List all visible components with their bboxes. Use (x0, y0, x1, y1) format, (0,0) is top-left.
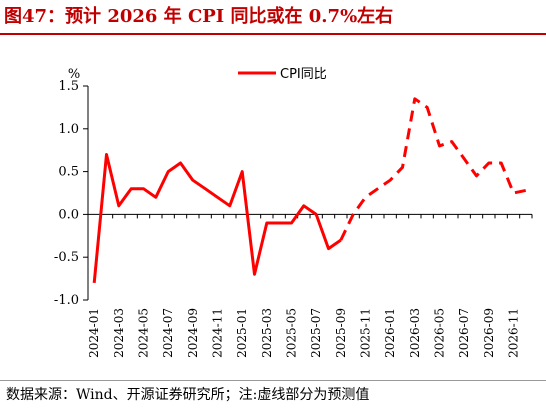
y-axis-unit: % (68, 67, 80, 82)
legend: CPI同比 (238, 67, 327, 82)
x-tick-label: 2025-05 (285, 308, 299, 358)
x-tick-label: 2026-03 (408, 308, 422, 358)
series-line-cpi (92, 153, 342, 284)
x-tick-label: 2026-01 (383, 308, 397, 358)
footer-divider (0, 380, 546, 381)
x-tick-label: 2026-11 (507, 308, 521, 358)
y-tick-label: 0.0 (58, 207, 79, 222)
x-tick-label: 2024-11 (211, 308, 225, 358)
chart-title: 图47：预计 2026 年 CPI 同比或在 0.7%左右 (4, 6, 394, 27)
x-tick-label: 2026-05 (433, 308, 447, 358)
x-tick-label: 2024-01 (87, 308, 101, 358)
y-tick-label: -1.0 (54, 293, 79, 308)
axes: -1.0 -0.5 0.0 0.5 1.0 1.5% 2024-01 2024-03 2024-… (54, 67, 533, 358)
x-tick-label: 2024-03 (112, 308, 126, 358)
series-line-forecast (339, 97, 527, 241)
y-tick-label: -0.5 (54, 250, 79, 265)
cpi-line-chart: -1.0 -0.5 0.0 0.5 1.0 1.5% 2024-01 2024-03 2024-… (54, 67, 533, 358)
y-tick-label: 1.0 (58, 122, 79, 137)
y-tick-label: 1.5 (58, 79, 79, 94)
x-tick-label: 2025-09 (334, 308, 348, 358)
x-tick-label: 2024-05 (137, 308, 151, 358)
x-tick-label: 2024-09 (186, 308, 200, 358)
title-underline (0, 33, 546, 35)
x-tick-label: 2025-07 (309, 308, 323, 358)
x-tick-label: 2024-07 (161, 308, 175, 358)
x-tick-label: 2025-11 (359, 308, 373, 358)
x-tick-label: 2026-09 (482, 308, 496, 358)
x-tick-label: 2025-03 (260, 308, 274, 358)
x-tick-label: 2025-01 (235, 308, 249, 358)
legend-label: CPI同比 (280, 67, 327, 82)
series-layer (92, 97, 527, 284)
source-note: 数据来源：Wind、开源证券研究所；注:虚线部分为预测值 (6, 387, 370, 403)
x-tick-label: 2026-07 (457, 308, 471, 358)
y-tick-label: 0.5 (58, 165, 79, 180)
